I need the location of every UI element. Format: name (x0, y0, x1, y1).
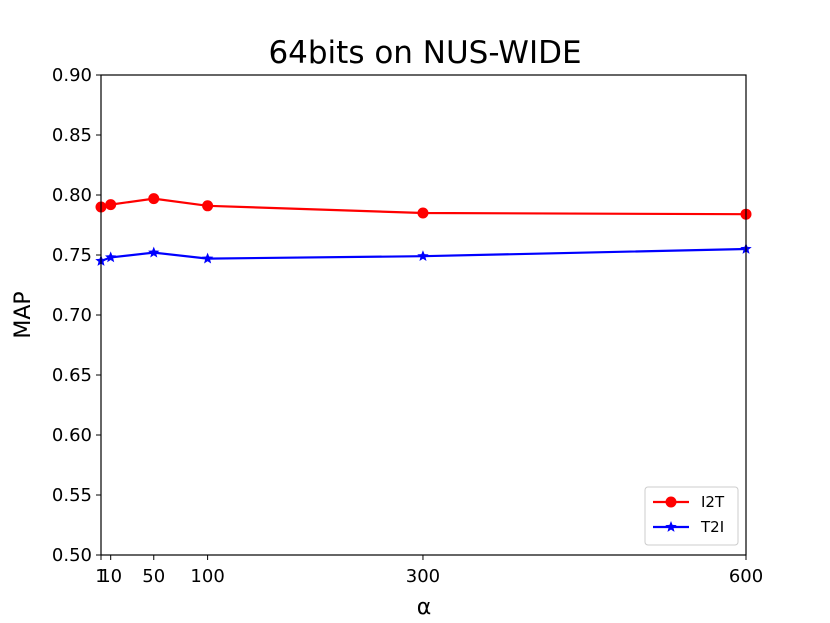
data-point-i2t (105, 199, 117, 211)
x-tick-label: 50 (142, 566, 165, 587)
y-tick-label: 0.65 (52, 365, 92, 386)
data-point-i2t (417, 207, 429, 219)
x-tick-label: 100 (190, 566, 224, 587)
y-tick-label: 0.80 (52, 185, 92, 206)
data-point-t2i (148, 246, 160, 258)
x-axis-ticks: 110 50 100 300 600 (95, 555, 763, 587)
data-point-t2i (104, 251, 117, 263)
y-axis-ticks: 0.50 0.55 0.60 0.65 0.70 0.75 0.80 0.85 0.90 (52, 65, 101, 566)
y-tick-label: 0.60 (52, 425, 92, 446)
y-axis-label: MAP (11, 291, 36, 338)
y-tick-label: 0.75 (52, 245, 92, 266)
y-tick-label: 0.90 (52, 65, 92, 86)
y-tick-label: 0.70 (52, 305, 92, 326)
y-tick-label: 0.50 (52, 545, 92, 566)
series-layer (95, 193, 752, 266)
plot-frame (100, 74, 747, 556)
y-tick-label: 0.55 (52, 485, 92, 506)
x-tick-label: 1 (95, 566, 106, 587)
chart-title: 64bits on NUS-WIDE (268, 35, 581, 71)
x-tick-label: 600 (729, 566, 763, 587)
x-axis-label: α (417, 595, 432, 620)
legend: I2T T2I (644, 486, 739, 546)
data-point-i2t (148, 193, 160, 205)
x-tick-label: 300 (406, 566, 440, 587)
legend-marker-i2t (665, 496, 677, 508)
y-tick-label: 0.85 (52, 125, 92, 146)
x-tick-label: 10 (99, 566, 122, 587)
data-point-i2t (202, 200, 214, 212)
legend-label-t2i: T2I (700, 518, 724, 536)
data-point-t2i (417, 250, 429, 262)
legend-label-i2t: I2T (701, 493, 725, 511)
legend-marker-t2i (665, 521, 677, 532)
data-point-t2i (201, 252, 214, 264)
